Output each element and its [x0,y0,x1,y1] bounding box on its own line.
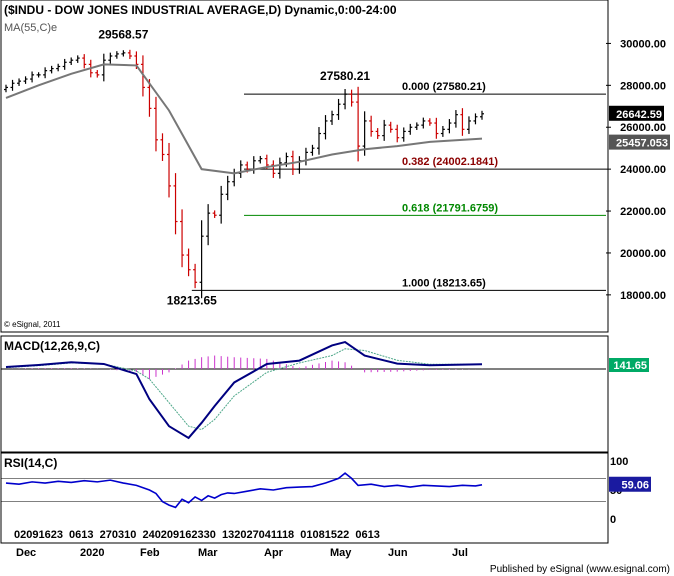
ma55-line [5,63,483,175]
rsi-layer: 10050059.06 [1,456,651,526]
month-label-apr: Apr [264,547,284,559]
price-annotation: 29568.57 [98,27,148,41]
month-label-mar: Mar [198,547,218,559]
macd-layer: 141.65 [1,341,649,440]
month-label-2020: 2020 [80,547,104,559]
y-tick-label: 30000.00 [620,38,666,50]
fib-label: 0.000 (27580.21) [402,81,486,93]
y-tick-label: 20000.00 [620,248,666,260]
price-layer: 30000.00 28000.00 26000.00 24000.00 22000.00… [4,27,670,307]
ma-value-label-bg [609,134,670,150]
price-chart-title: ($INDU - DOW JONES INDUSTRIAL AVERAGE,D)… [4,3,397,17]
macd-value-label-bg [609,358,649,372]
rsi-title: RSI(14,C) [4,456,57,470]
y-tick-label: 28000.00 [620,80,666,92]
price-annotation: 27580.21 [320,69,370,83]
month-label-dec: Dec [16,547,36,559]
month-label-jun: Jun [388,547,408,559]
price-annotation: 18213.65 [167,293,217,307]
ma-value-label: 25457.053 [616,138,668,150]
last-price-label-bg [609,105,664,121]
rsi-tick-label: 100 [610,456,628,468]
month-label-may: May [330,547,352,559]
macd-line [5,341,483,440]
last-price-label: 26642.59 [616,109,662,121]
macd-panel-frame [0,335,609,453]
y-tick-label: 24000.00 [620,164,666,176]
macd-signal-line [5,348,482,431]
fib-label: 0.618 (21791.6759) [402,202,498,214]
fib-label: 1.000 (18213.65) [402,277,486,289]
y-tick-label: 22000.00 [620,206,666,218]
month-label-feb: Feb [140,547,160,559]
rsi-value-label-bg [609,476,651,492]
y-tick-label: 26000.00 [620,122,666,134]
footer-text: Published by eSignal (www.esignal.com) [490,564,670,575]
rsi-line [5,472,483,509]
copyright-text: © eSignal, 2011 [4,320,61,329]
rsi-value-label: 59.06 [621,480,649,492]
month-label-jul: Jul [452,547,468,559]
price-panel-frame [0,0,609,333]
ma-label: MA(55,C)e [4,22,57,34]
y-tick-label: 18000.00 [620,290,666,302]
fib-label: 0.382 (24002.1841) [402,156,498,168]
macd-value-label: 141.65 [613,360,647,372]
x-axis-day-labels: 02091623 0613 270310 240209162330 132027… [14,529,380,541]
rsi-panel-frame [0,452,609,544]
macd-title: MACD(12,26,9,C) [4,339,100,353]
rsi-tick-label: 0 [610,514,616,526]
